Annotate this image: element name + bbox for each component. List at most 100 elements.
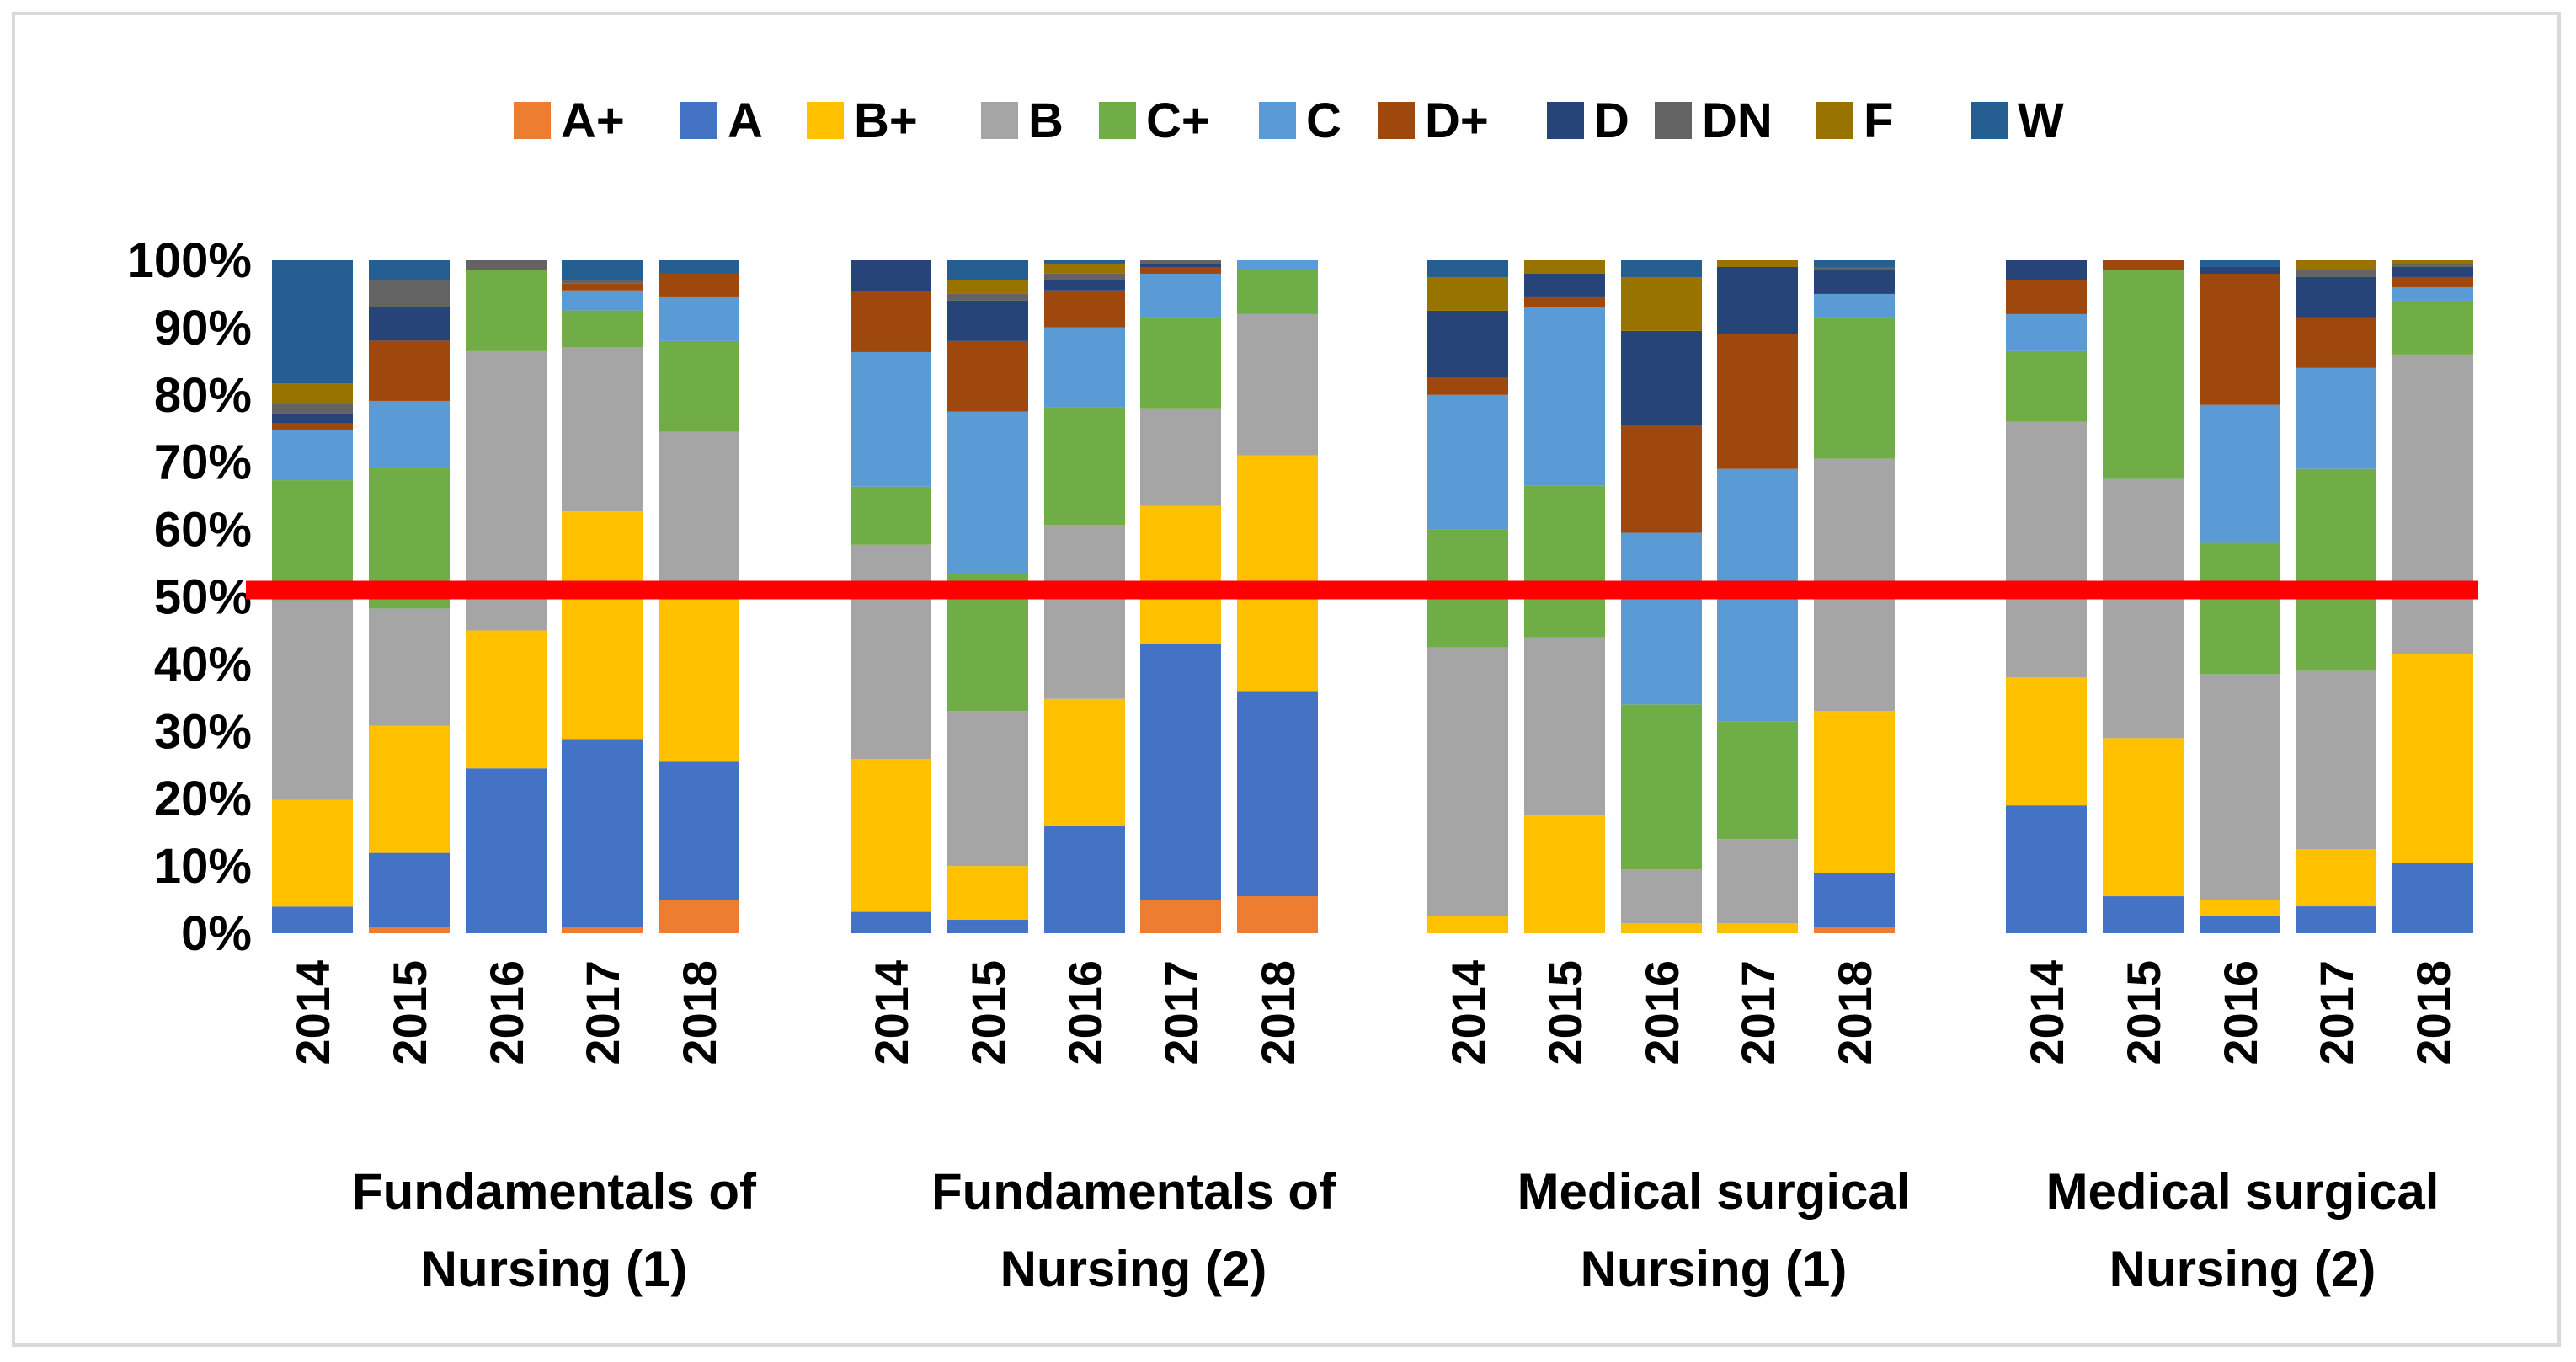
bar-segment-w: [1621, 260, 1702, 277]
group-label-line2: Nursing (1): [1581, 1241, 1848, 1297]
bar-segment-w: [659, 260, 739, 274]
bar-segment-c: [2392, 286, 2473, 301]
bar-segment-b-plus: [1237, 455, 1318, 692]
legend-swatch-b-plus: [807, 102, 844, 139]
bar-segment-c-plus: [1524, 485, 1605, 638]
bar-segment-b-plus: [562, 511, 643, 740]
bar-segment-f: [1717, 260, 1798, 267]
bar-segment-b-plus: [1524, 815, 1605, 933]
legend: A+ A B+ B C+ C D+ D DN F W: [514, 93, 2064, 148]
y-tick-label: 70%: [154, 435, 252, 490]
bar-segment-a: [947, 920, 1028, 933]
bar-segment-f: [947, 280, 1028, 294]
y-tick-label: 100%: [127, 233, 252, 288]
bar-segment-a: [562, 739, 643, 927]
bar-segment-c-plus: [1717, 721, 1798, 840]
bar-segment-w: [369, 260, 450, 280]
bar-segment-d-plus: [2296, 317, 2376, 368]
x-tick-year: 2018: [1828, 960, 1881, 1066]
x-tick-year: 2017: [576, 960, 629, 1066]
legend-swatch-a: [680, 102, 717, 139]
bar-segment-a: [1044, 825, 1125, 933]
group-label-line2: Nursing (1): [421, 1241, 688, 1297]
bar-segment-w: [947, 260, 1028, 280]
bar-segment-f: [1621, 276, 1702, 331]
legend-label: B+: [854, 93, 918, 148]
bar-segment-d-plus: [369, 340, 450, 401]
bar-segment-b: [1621, 869, 1702, 924]
bar-segment-c-plus: [2392, 300, 2473, 355]
bar-segment-d-plus: [947, 340, 1028, 412]
bar-segment-d: [947, 300, 1028, 341]
bar-segment-c-plus: [272, 480, 353, 601]
bar-segment-d-plus: [659, 273, 739, 297]
bar-segment-b-plus: [1044, 698, 1125, 826]
bar-segment-c: [947, 411, 1028, 574]
x-tick-year: 2016: [1059, 960, 1112, 1066]
bar-segment-d: [1524, 273, 1605, 297]
bar-segment-c: [1140, 273, 1221, 318]
legend-label: D+: [1425, 93, 1489, 148]
x-tick-year: 2017: [2310, 960, 2363, 1066]
bar-segment-c: [1237, 260, 1318, 270]
bar-segment-a: [659, 761, 739, 900]
x-tick-year: 2014: [286, 960, 339, 1066]
bar-segment-b: [1717, 839, 1798, 924]
bar-segment-d: [2392, 266, 2473, 277]
bar-segment-d: [2296, 276, 2376, 318]
bar-segment-b-plus: [2006, 677, 2087, 806]
bar-segment-w: [1427, 260, 1508, 277]
legend-swatch-w: [1971, 102, 2008, 139]
y-tick-label: 80%: [154, 368, 252, 423]
bar-segment-a: [851, 911, 931, 933]
bar-segment-d-plus: [1427, 377, 1508, 395]
bar-segment-b-plus: [272, 799, 353, 907]
bar-segment-b: [1524, 637, 1605, 816]
x-axis-labels: 2014 2015 2016 2017 2018 Fundamentals of Nursi…: [286, 960, 2460, 1297]
legend-swatch-d-plus: [1378, 102, 1415, 139]
bar-segment-b-plus: [947, 866, 1028, 921]
bar-segment-c-plus: [1814, 317, 1895, 459]
bar-segment-b: [562, 347, 643, 512]
y-tick-label: 60%: [154, 503, 252, 558]
bar-segment-c-plus: [2006, 350, 2087, 422]
bar-segment-d: [2006, 260, 2087, 280]
bar-segment-w: [1044, 260, 1125, 264]
bar-segment-c: [2200, 404, 2280, 543]
bar-segment-b: [1427, 647, 1508, 917]
bar-segment-dn: [272, 403, 353, 414]
bar-segment-dn: [1140, 260, 1221, 264]
x-tick-year: 2015: [383, 960, 436, 1066]
bar-segment-d-plus: [272, 423, 353, 430]
bar-segment-d: [1717, 266, 1798, 334]
group-label-line1: Fundamentals of: [352, 1163, 757, 1220]
bar-segment-b: [2200, 674, 2280, 900]
legend-label: DN: [1702, 93, 1773, 148]
group-label-line2: Nursing (2): [2109, 1241, 2376, 1297]
bar-segment-b-plus: [851, 758, 931, 912]
y-tick-label: 50%: [154, 570, 252, 625]
legend-label: W: [2018, 93, 2064, 148]
bar-segment-c-plus: [466, 270, 547, 351]
bar-segment-d: [1044, 280, 1125, 291]
bar-segment-d: [1621, 330, 1702, 425]
bar-segment-b: [659, 431, 739, 594]
x-tick-year: 2015: [2117, 960, 2170, 1066]
bar-segment-b: [851, 544, 931, 759]
x-tick-year: 2016: [1635, 960, 1688, 1066]
bar-segment-a-plus: [1814, 927, 1895, 933]
bar-segment-b-plus: [2296, 849, 2376, 907]
bar-segment-a-plus: [659, 900, 739, 933]
bar-segment-d-plus: [1140, 266, 1221, 274]
bar-segment-d: [851, 260, 931, 291]
bar-segment-d-plus: [1524, 296, 1605, 307]
bar-segment-c-plus: [659, 340, 739, 432]
bar-segment-d: [1427, 310, 1508, 378]
bar-segment-f: [1524, 260, 1605, 274]
bar-segment-b: [369, 608, 450, 726]
bar-segment-c: [1524, 307, 1605, 486]
group-label-line2: Nursing (2): [1000, 1241, 1267, 1297]
bar-segment-a: [2200, 916, 2280, 933]
bar-segment-c-plus: [2296, 468, 2376, 671]
bar-segment-b-plus: [2200, 900, 2280, 917]
